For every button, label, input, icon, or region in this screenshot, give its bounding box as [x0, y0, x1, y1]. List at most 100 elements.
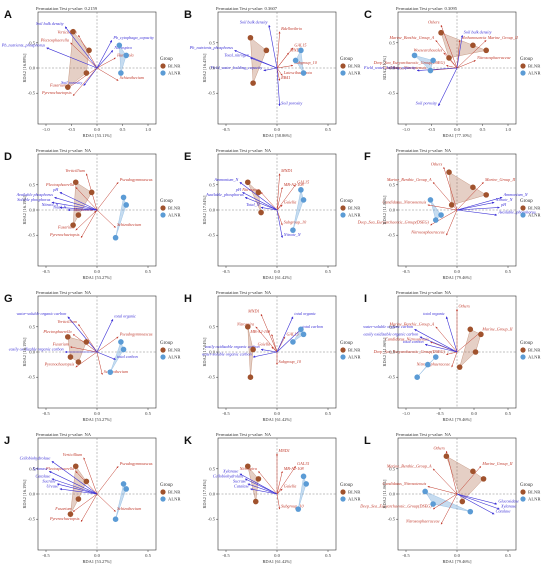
- taxa-arrow: [67, 67, 98, 89]
- env-label: pH: [235, 187, 242, 192]
- point-alnr: [295, 506, 302, 512]
- taxa-label: Subgroup_10: [279, 359, 302, 364]
- point-alnr: [422, 488, 428, 495]
- x-axis-label: RDA1 [53.27%]: [82, 559, 112, 564]
- x-tick-label: 0.5: [505, 269, 511, 274]
- y-tick-label: 0.0: [389, 350, 395, 355]
- taxa-label: Pseudogymnoascus: [119, 331, 153, 336]
- legend-swatch-alnr: [340, 212, 346, 218]
- y-axis-label: RDA2 [17.04%]: [202, 195, 207, 225]
- taxa-label: Subgroup_10: [284, 220, 307, 225]
- x-axis-label: RDA1 [61.42%]: [262, 275, 292, 280]
- taxa-arrow: [80, 493, 98, 522]
- env-arrow: [51, 478, 98, 495]
- point-alnr: [290, 339, 296, 345]
- y-tick-label: 0.5: [389, 182, 395, 187]
- env-label: total organic: [114, 314, 136, 319]
- y-tick-label: -0.5: [208, 375, 216, 380]
- x-tick-label: 0.0: [274, 411, 280, 416]
- env-arrow: [51, 201, 98, 211]
- x-tick-label: -0.5: [222, 269, 230, 274]
- panel-l: L Permutation Test p-value: NA Others Marin…: [359, 432, 541, 564]
- point-blnr: [438, 29, 444, 36]
- point-alnr: [298, 187, 304, 193]
- taxa-label: Verticillium: [57, 30, 77, 35]
- taxa-arrow: [456, 40, 461, 69]
- env-label: Pb_cytophaga_capacity: [112, 35, 154, 40]
- y-tick-label: -0.5: [388, 233, 396, 238]
- legend-swatch-alnr: [160, 496, 166, 502]
- y-axis-label: RDA2 [16.45%]: [202, 53, 207, 83]
- taxa-label: MND1: [280, 168, 292, 173]
- point-blnr: [70, 222, 76, 228]
- legend-label-blnr: BLNR: [348, 206, 361, 211]
- legend-label-alnr: ALNR: [168, 497, 181, 502]
- taxa-label: RB41: [280, 75, 290, 80]
- point-blnr: [67, 511, 74, 517]
- env-arrow: [96, 351, 116, 360]
- panel-a: A Permutation Test p-value: 0.2159 Vertici…: [1, 6, 182, 138]
- x-tick-label: -0.5: [42, 553, 50, 558]
- y-tick-label: 0.0: [209, 492, 215, 497]
- legend-title: Group: [160, 483, 173, 488]
- env-label: Available_phosphorus: [497, 210, 536, 215]
- taxa-label: Deep_Sea_Euryarchaeotic_Group(DSEG): [359, 504, 432, 509]
- panel-letter: H: [184, 293, 192, 305]
- legend-label-alnr: ALNR: [168, 355, 181, 360]
- env-arrow: [239, 182, 278, 211]
- legend-label-alnr: ALNR: [348, 355, 361, 360]
- legend-swatch-alnr: [340, 496, 346, 502]
- y-tick-label: 0.5: [209, 324, 215, 329]
- y-axis-label: RDA2 [16.19%]: [22, 195, 27, 225]
- x-axis-label: RDA1 [61.42%]: [262, 559, 292, 564]
- point-blnr: [244, 324, 251, 330]
- env-label: easily oxidizable organic carbon: [205, 344, 260, 349]
- legend-label-alnr: ALNR: [168, 213, 181, 218]
- legend-swatch-alnr: [160, 70, 166, 76]
- point-blnr: [263, 47, 270, 54]
- taxa-label: MND1: [247, 309, 259, 314]
- point-blnr: [470, 468, 476, 475]
- x-tick-label: 0.0: [94, 269, 100, 274]
- env-arrow: [456, 34, 464, 69]
- taxa-arrow: [276, 173, 281, 211]
- legend-swatch-blnr: [160, 63, 166, 69]
- env-arrow: [239, 473, 278, 495]
- x-tick-label: 0.0: [454, 127, 460, 132]
- panel-title: Permutation Test p-value: 0.2159: [36, 6, 98, 11]
- taxa-label: Fusarium: [54, 506, 71, 511]
- legend-label-blnr: BLNR: [168, 490, 181, 495]
- point-blnr: [72, 179, 79, 186]
- y-tick-label: 0.5: [29, 324, 35, 329]
- taxa-arrow: [80, 209, 98, 238]
- point-alnr: [300, 70, 307, 76]
- env-label: Sucrase: [42, 478, 55, 483]
- point-blnr: [443, 453, 450, 459]
- taxa-label: Candidatus_Nitrosotenuis: [382, 199, 426, 204]
- hull-alnr: [119, 44, 127, 74]
- hull-alnr: [115, 196, 127, 238]
- y-tick-label: -0.5: [208, 233, 216, 238]
- point-alnr: [120, 481, 127, 487]
- legend-title: Group: [160, 57, 173, 62]
- env-label: Field_water_holding_capacity: [363, 65, 416, 70]
- env-label: Soil bulk density: [36, 21, 64, 26]
- taxa-label: GAL15: [297, 461, 309, 466]
- panel-title: Permutation Test p-value: NA: [216, 290, 272, 295]
- taxa-label: Schizothecium: [117, 506, 141, 511]
- y-tick-label: 0.0: [209, 350, 215, 355]
- x-tick-label: -0.5: [222, 127, 230, 132]
- taxa-arrow: [276, 187, 283, 211]
- panel-letter: D: [4, 151, 12, 163]
- panel-letter: K: [184, 435, 192, 447]
- point-alnr: [303, 481, 310, 487]
- taxa-arrow: [456, 466, 482, 495]
- y-tick-label: 0.5: [29, 40, 35, 45]
- legend-swatch-blnr: [520, 205, 526, 211]
- env-arrow: [456, 196, 503, 211]
- point-alnr: [300, 197, 307, 203]
- taxa-label: Bdellovibrio: [281, 26, 302, 31]
- taxa-label: Subgroup_10: [281, 504, 304, 509]
- panel-e: E Permutation Test p-value: NA MND1 MB-A2-1…: [184, 148, 361, 280]
- x-axis-label: RDA1 [61.42%]: [262, 417, 292, 422]
